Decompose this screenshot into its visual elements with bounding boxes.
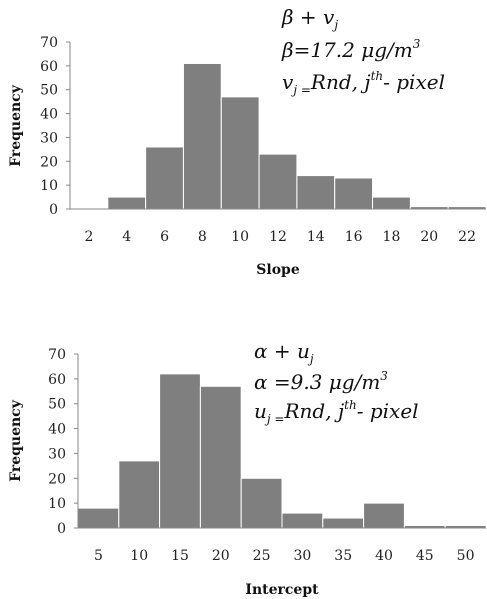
- intercept-x-tick-label: 40: [375, 548, 393, 564]
- intercept-y-tick-label: 40: [48, 422, 66, 438]
- intercept-y-tick-label: 70: [48, 347, 66, 363]
- intercept-x-tick-label: 5: [94, 548, 103, 564]
- slope-y-tick-label: 40: [40, 107, 58, 123]
- slope-bar-8: [182, 62, 222, 210]
- intercept-histogram: 0 10 20 30 40 50 60 70 5 10 15 20 25 30 35 40 45 50 Inte…: [8, 339, 487, 598]
- slope-x-tick-label: 18: [383, 229, 401, 245]
- intercept-x-axis-label: Intercept: [245, 582, 319, 598]
- slope-bar-18: [372, 196, 411, 210]
- intercept-y-tick-label: 50: [48, 397, 66, 413]
- intercept-bar-30: [281, 512, 324, 529]
- slope-x-tick-label: 12: [269, 229, 287, 245]
- intercept-bar-10: [118, 460, 161, 529]
- intercept-y-tick-label: 0: [57, 521, 66, 537]
- intercept-bar-15: [159, 373, 201, 529]
- slope-bar-12: [258, 153, 298, 210]
- slope-bar-14: [296, 175, 336, 210]
- slope-bar-6: [145, 146, 184, 210]
- intercept-bar-25: [240, 477, 283, 529]
- slope-y-tick-label: 60: [40, 59, 58, 75]
- intercept-y-tick-label: 30: [48, 446, 66, 462]
- slope-y-tick-label: 70: [40, 35, 58, 51]
- intercept-x-tick-label: 50: [457, 548, 475, 564]
- intercept-y-ticks: 0 10 20 30 40 50 60 70: [48, 347, 78, 537]
- intercept-x-ticks: 5 10 15 20 25 30 35 40 45 50: [94, 548, 475, 564]
- slope-x-tick-label: 2: [84, 229, 93, 245]
- intercept-annotation-line3: uj =Rnd, jth- pixel: [254, 398, 419, 426]
- intercept-x-tick-label: 15: [171, 548, 189, 564]
- intercept-annotation-line1: α + uj: [254, 339, 314, 366]
- slope-x-tick-label: 14: [307, 229, 325, 245]
- slope-bars: [107, 62, 487, 210]
- slope-y-ticks: 0 10 20 30 40 50 60 70: [40, 35, 70, 218]
- slope-x-axis-label: Slope: [256, 262, 300, 278]
- slope-x-tick-label: 16: [345, 229, 363, 245]
- slope-y-tick-label: 50: [40, 83, 58, 99]
- slope-bar-4: [107, 196, 147, 210]
- intercept-x-tick-label: 35: [334, 548, 352, 564]
- intercept-annotation-line2: α =9.3 μg/m3: [254, 369, 388, 394]
- intercept-x-tick-label: 10: [130, 548, 148, 564]
- slope-y-tick-label: 30: [40, 130, 58, 146]
- intercept-x-tick-label: 45: [416, 548, 434, 564]
- slope-y-tick-label: 0: [49, 202, 58, 218]
- intercept-y-tick-label: 10: [48, 496, 66, 512]
- slope-annotation-line2: β=17.2 μg/m3: [281, 37, 421, 62]
- slope-y-tick-label: 10: [40, 178, 58, 194]
- slope-x-tick-label: 8: [198, 229, 207, 245]
- slope-bar-16: [334, 177, 374, 210]
- slope-y-tick-label: 20: [40, 154, 58, 170]
- slope-x-tick-label: 20: [420, 229, 438, 245]
- slope-x-tick-label: 4: [122, 229, 131, 245]
- slope-annotation-line3: vj =Rnd, jth- pixel: [282, 69, 445, 97]
- slope-x-tick-label: 10: [231, 229, 249, 245]
- slope-x-ticks: 2 4 6 8 10 12 14 16 18 20 22: [84, 229, 476, 245]
- slope-x-tick-label: 6: [160, 229, 169, 245]
- intercept-x-tick-label: 20: [212, 548, 230, 564]
- intercept-bar-40: [363, 502, 405, 529]
- intercept-y-axis-label: Frequency: [8, 399, 24, 482]
- intercept-y-tick-label: 20: [48, 471, 66, 487]
- intercept-bar-20: [199, 385, 242, 529]
- slope-y-axis-label: Frequency: [8, 84, 24, 167]
- intercept-bars: [77, 373, 487, 529]
- slope-histogram: 0 10 20 30 40 50 60 70 2 4 6 8 10 12 14 16 18 20 22 Slope…: [8, 5, 487, 278]
- slope-bar-10: [220, 96, 260, 210]
- slope-annotation: β + vj β=17.2 μg/m3 vj =Rnd, jth- pixel: [281, 5, 445, 97]
- intercept-bar-35: [322, 517, 365, 529]
- intercept-y-tick-label: 60: [48, 372, 66, 388]
- slope-annotation-line1: β + vj: [281, 5, 338, 32]
- intercept-x-tick-label: 30: [293, 548, 311, 564]
- intercept-x-tick-label: 25: [253, 548, 271, 564]
- intercept-annotation: α + uj α =9.3 μg/m3 uj =Rnd, jth- pixel: [254, 339, 419, 426]
- intercept-bar-5: [77, 507, 120, 529]
- slope-x-tick-label: 22: [458, 229, 476, 245]
